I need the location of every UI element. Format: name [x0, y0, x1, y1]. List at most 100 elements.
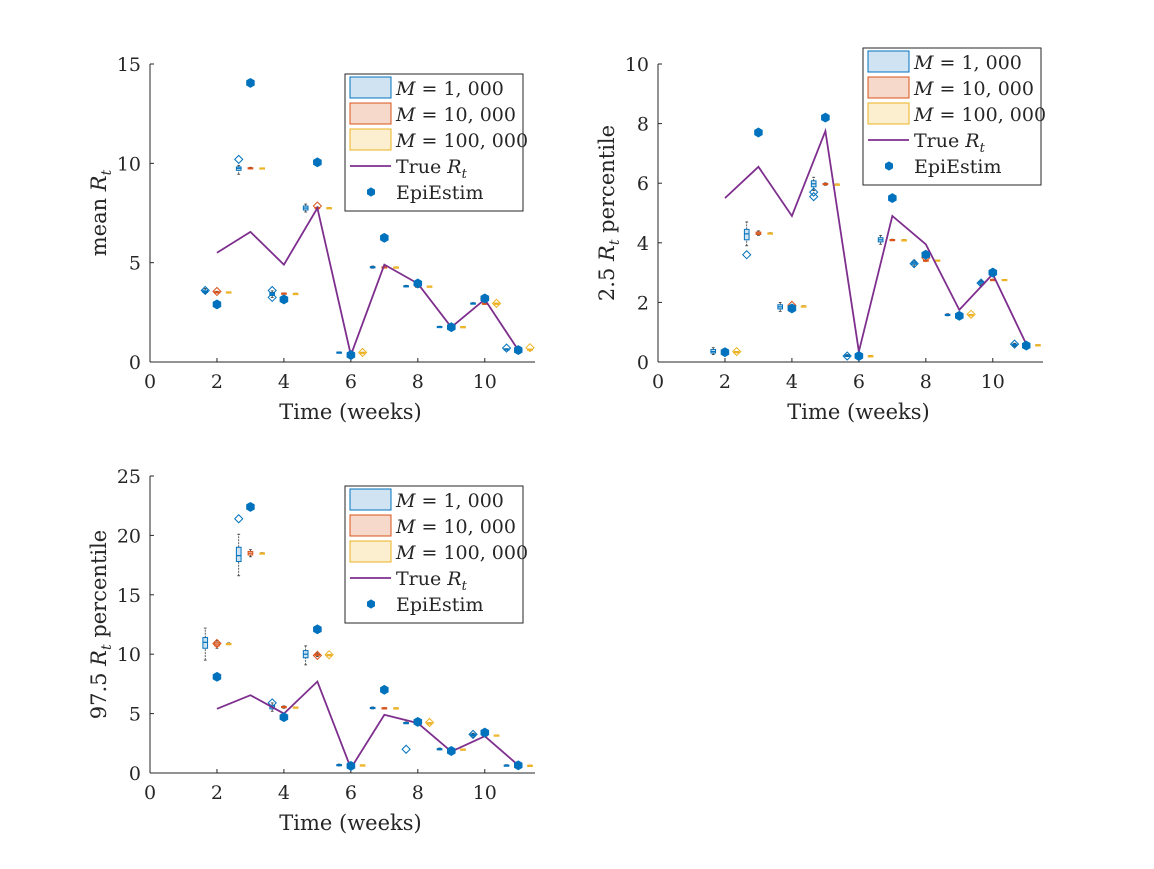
legend-swatch [349, 102, 392, 125]
legend-entry-m1000: M = 1, 000 [349, 76, 504, 100]
epiestim-point [854, 351, 864, 361]
box-m100000-week-3 [259, 167, 265, 170]
y-axis-label-symbol: R [87, 650, 111, 667]
x-tick-label: 4 [786, 371, 798, 393]
outlier-marker [401, 744, 411, 754]
y-tick-label: 0 [129, 763, 141, 785]
y-tick-label: 10 [117, 153, 141, 175]
box-m100000-week-8 [426, 722, 433, 725]
box-m10000-week-5 [822, 182, 829, 186]
epiestim-point [513, 760, 523, 771]
outlier-marker [424, 717, 435, 728]
x-tick-label: 0 [144, 371, 156, 393]
legend-entry-true: True Rt [350, 156, 468, 182]
legend-label: M = 1, 000 [913, 52, 1022, 74]
box-m100000-week-3 [259, 552, 265, 555]
x-tick-label: 6 [345, 782, 357, 804]
legend-label: EpiEstim [914, 156, 1001, 178]
legend-label-text: True [914, 130, 965, 152]
box-m100000-week-3 [767, 232, 773, 235]
box-m100000-week-10 [493, 302, 500, 305]
outlier-marker [909, 258, 919, 269]
x-tick-label: 6 [853, 371, 865, 393]
chart-panel-2.5-percentile: 0 2 4 6 8 10 0 2 4 6 8 10 Time (weeks) 2.5 Rt percent… [595, 47, 1046, 424]
epiestim-point [954, 310, 964, 321]
epiestim-point [380, 232, 389, 243]
epiestim-point [480, 727, 490, 738]
y-axis-label-symbol: R [595, 245, 619, 262]
x-axis-label: Time (weeks) [279, 400, 421, 424]
epiestim-point [313, 157, 322, 168]
outlier-marker [525, 342, 535, 353]
box-m1000-week-7 [877, 234, 884, 245]
x-tick-label: 8 [920, 371, 932, 393]
outlier-marker [234, 514, 244, 524]
legend-label: EpiEstim [396, 594, 483, 616]
box-m100000-week-6 [867, 355, 874, 358]
outlier-marker [267, 285, 277, 296]
epiestim-point [313, 624, 322, 635]
legend-entry-epi: EpiEstim [885, 156, 1001, 178]
legend-label: M = 1, 000 [395, 490, 504, 512]
y-tick-label: 20 [117, 525, 141, 547]
legend-label: True Rt [396, 568, 468, 594]
legend-label-text: True [396, 568, 447, 590]
legend-label-value: = 100, 000 [933, 104, 1046, 126]
chart-panel-97.5-percentile: 0 2 4 6 8 10 0 5 10 15 20 25 Time (weeks) 97.5 Rt per… [87, 466, 535, 835]
outlier-marker [324, 650, 334, 660]
legend-entry-m100000: M = 100, 000 [349, 540, 528, 564]
y-axis-label-subscript: t [99, 644, 115, 650]
outlier-marker [267, 292, 277, 303]
box-m1000-week-9 [436, 325, 443, 329]
epiestim-point [446, 322, 456, 333]
legend-label-text: EpiEstim [396, 182, 483, 204]
box-m10000-week-4 [281, 292, 287, 295]
y-tick-label: 5 [129, 704, 141, 726]
legend-entry-epi: EpiEstim [367, 594, 483, 616]
true-rt-line [724, 127, 1028, 352]
box-m1000-week-5 [810, 176, 817, 192]
box-m100000-week-8 [934, 259, 941, 262]
box-m1000-week-3 [743, 221, 750, 247]
box-m1000-week-6 [336, 351, 342, 354]
epiestim-point [246, 77, 255, 88]
y-tick-label: 5 [129, 253, 141, 275]
x-tick-label: 2 [211, 371, 223, 393]
box-m1000-week-7 [369, 706, 376, 710]
outlier-marker [491, 298, 502, 309]
legend-label: True Rt [396, 156, 468, 182]
x-tick-label: 0 [144, 782, 156, 804]
legend-label-value: = 100, 000 [415, 130, 528, 152]
box-m100000-week-5 [326, 654, 332, 657]
y-axis-label-subscript: t [99, 169, 115, 175]
epiestim-point [279, 294, 289, 305]
legend-label-value: = 1, 000 [933, 52, 1021, 74]
outlier-marker [731, 346, 742, 357]
y-tick-label: 25 [117, 466, 141, 488]
box-m10000-week-2 [214, 290, 220, 294]
legend-label: True Rt [914, 130, 986, 156]
legend-label-text: M [913, 104, 934, 126]
box-m1000-week-8 [403, 284, 409, 288]
epiestim-point [346, 350, 356, 360]
outlier-marker [312, 650, 323, 661]
epiestim-point [787, 303, 797, 314]
legend-swatch [349, 488, 392, 511]
x-tick-label: 8 [412, 371, 424, 393]
box-m10000-week-7 [381, 707, 388, 710]
epiestim-point [413, 716, 423, 727]
y-axis-label: mean Rt [87, 169, 115, 256]
outlier-marker [808, 191, 819, 202]
outlier-marker [212, 638, 222, 649]
epiestim-point [921, 249, 931, 260]
legend-label-value: = 10, 000 [415, 104, 516, 126]
box-m100000-week-7 [393, 707, 399, 710]
legend-label: M = 100, 000 [395, 130, 528, 152]
box-m100000-week-4 [800, 305, 807, 308]
box-m100000-week-8 [426, 285, 433, 288]
legend-label-text: M [395, 516, 416, 538]
legend-label-subscript: t [462, 167, 468, 182]
y-axis-label: 97.5 Rt percentile [87, 530, 115, 720]
box-m1000-week-11 [503, 764, 510, 767]
